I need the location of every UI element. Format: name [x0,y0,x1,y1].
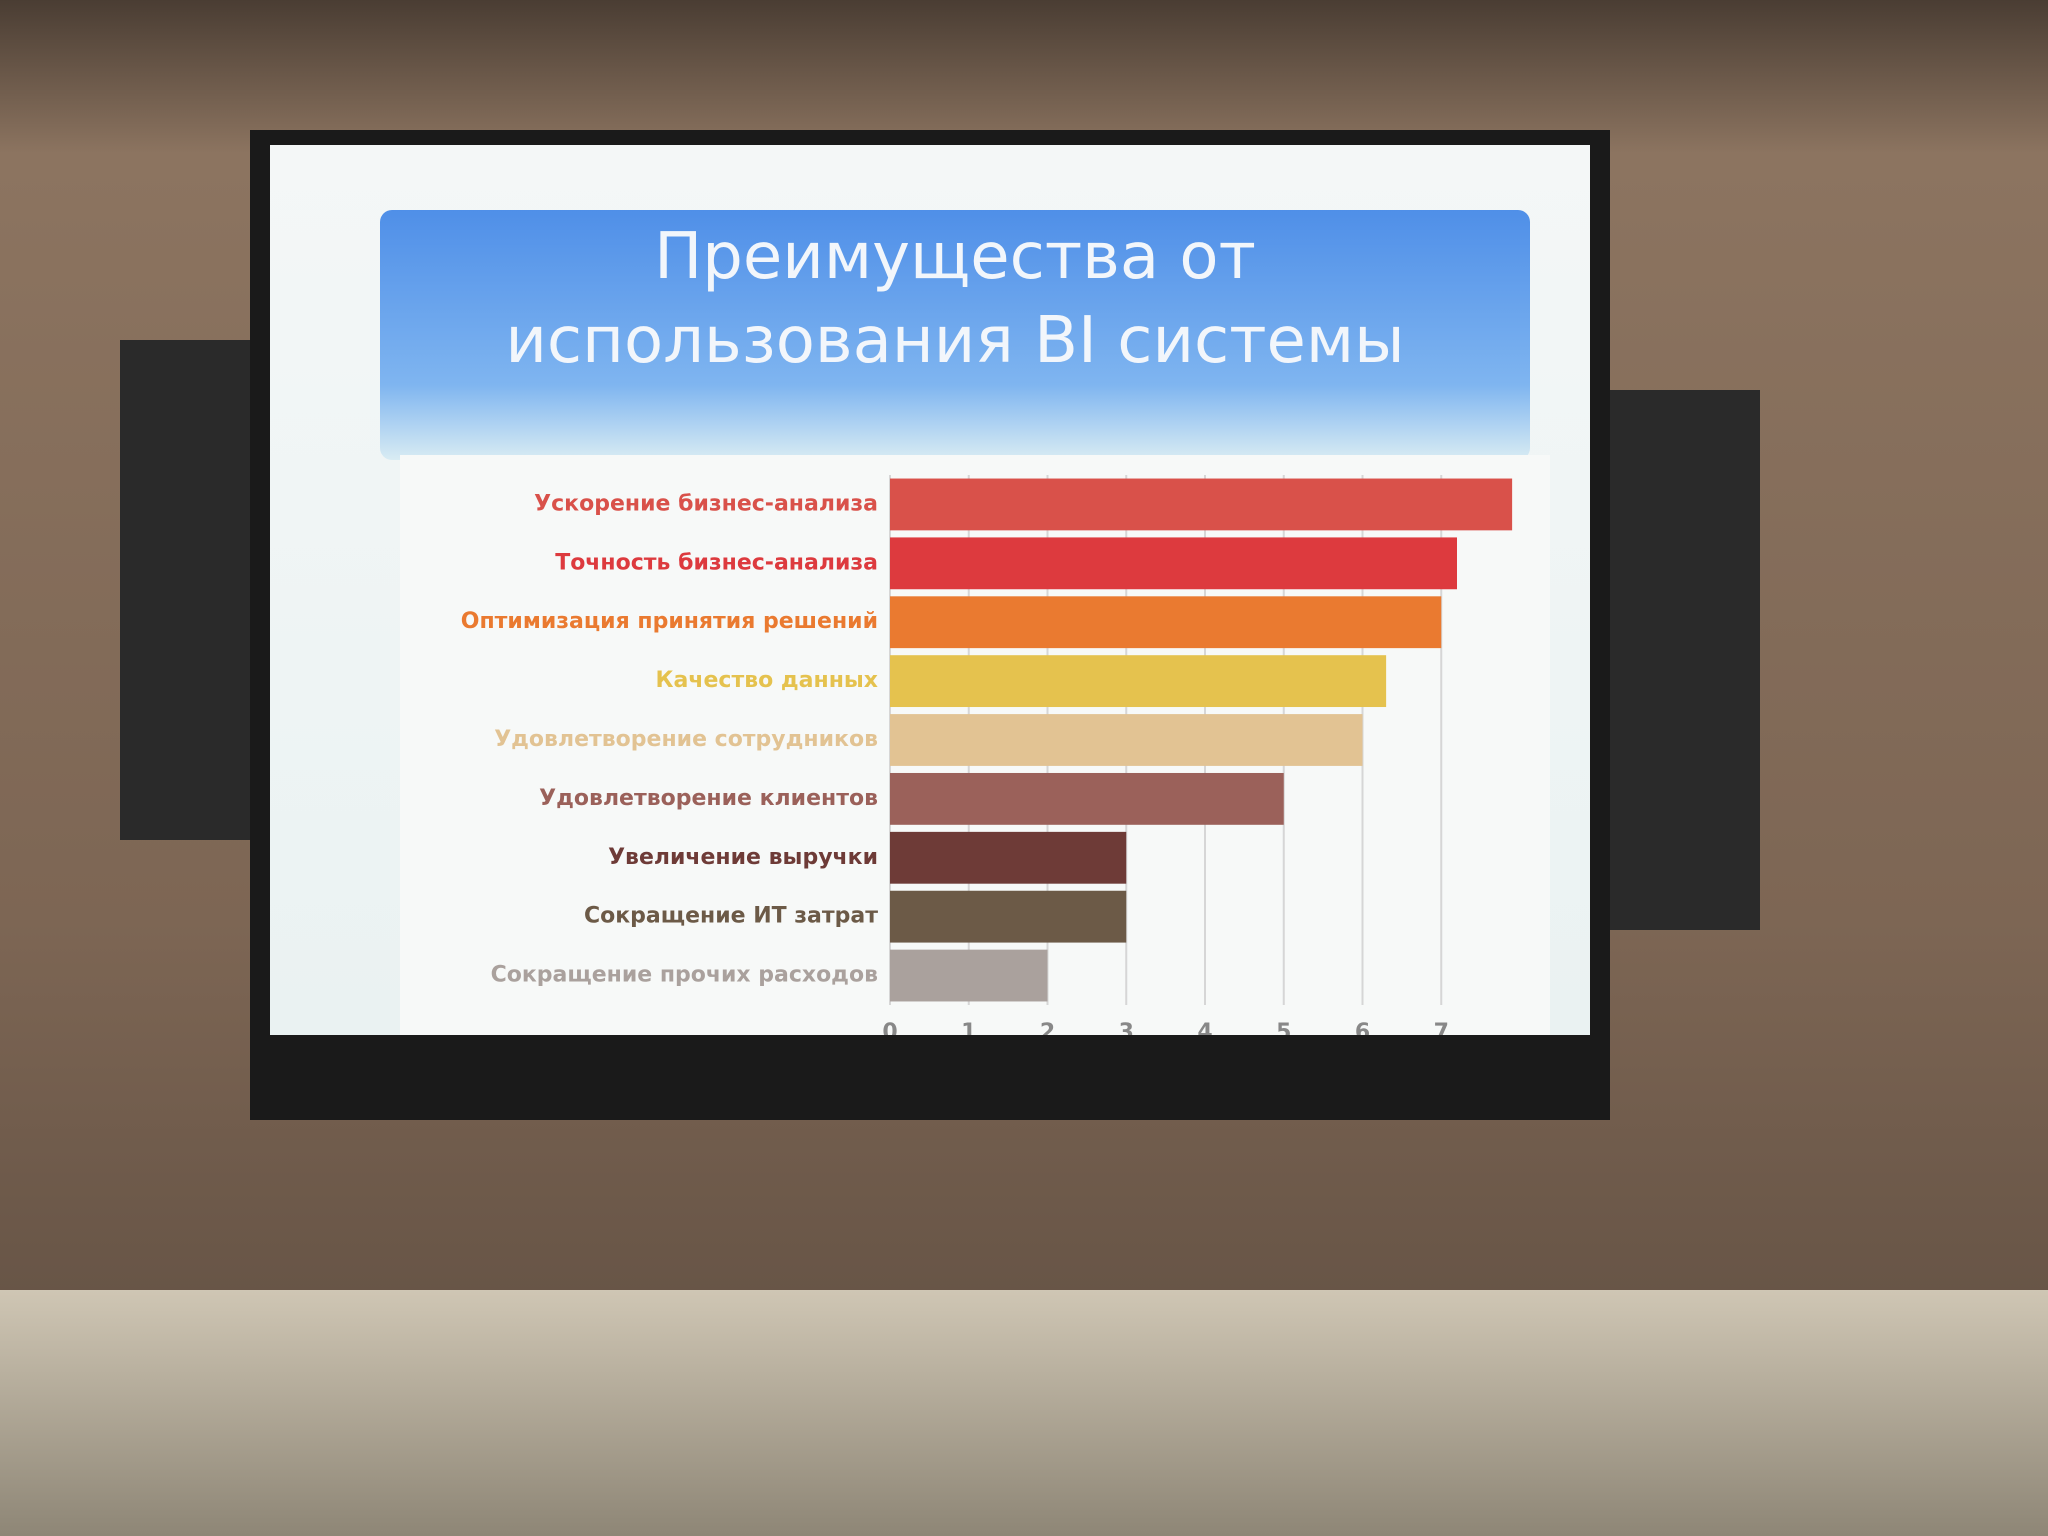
x-tick-label: 6 [1355,1020,1370,1035]
bar [890,772,1284,825]
bar [890,949,1048,1002]
bar [890,537,1457,590]
desk [0,1290,2048,1536]
y-tick-label: Увеличение выручки [608,845,878,870]
chart-title: Преимущества от использования BI системы [505,220,1405,378]
title-band [380,210,1530,460]
x-tick-label: 2 [1040,1020,1055,1035]
x-tick-label: 3 [1119,1020,1134,1035]
y-tick-label: Ускорение бизнес-анализа [534,491,878,516]
x-tick-label: 1 [961,1020,976,1035]
blackboard [1580,390,1760,930]
chart: 0 1 2 3 4 5 6 7 Ускорение бизнес-анализа Точность… [400,455,1550,1035]
y-tick-label: Сокращение ИТ затрат [584,904,878,929]
bar [890,714,1363,766]
bar [890,478,1513,531]
x-tick-label: 5 [1276,1020,1291,1035]
y-tick-label: Качество данных [656,668,878,693]
bar [890,655,1387,708]
bar [890,831,1127,884]
x-tick-label: 0 [882,1020,897,1035]
bar [890,890,1127,943]
x-tick-label: 4 [1197,1020,1212,1035]
y-tick-label: Сокращение прочих расходов [491,963,878,988]
y-tick-label: Точность бизнес-анализа [555,550,878,575]
x-tick-label: 7 [1434,1020,1449,1035]
y-tick-label: Оптимизация принятия решений [461,609,878,634]
bar [890,596,1442,649]
y-tick-label: Удовлетворение клиентов [539,786,878,811]
y-tick-label: Удовлетворение сотрудников [494,727,878,752]
